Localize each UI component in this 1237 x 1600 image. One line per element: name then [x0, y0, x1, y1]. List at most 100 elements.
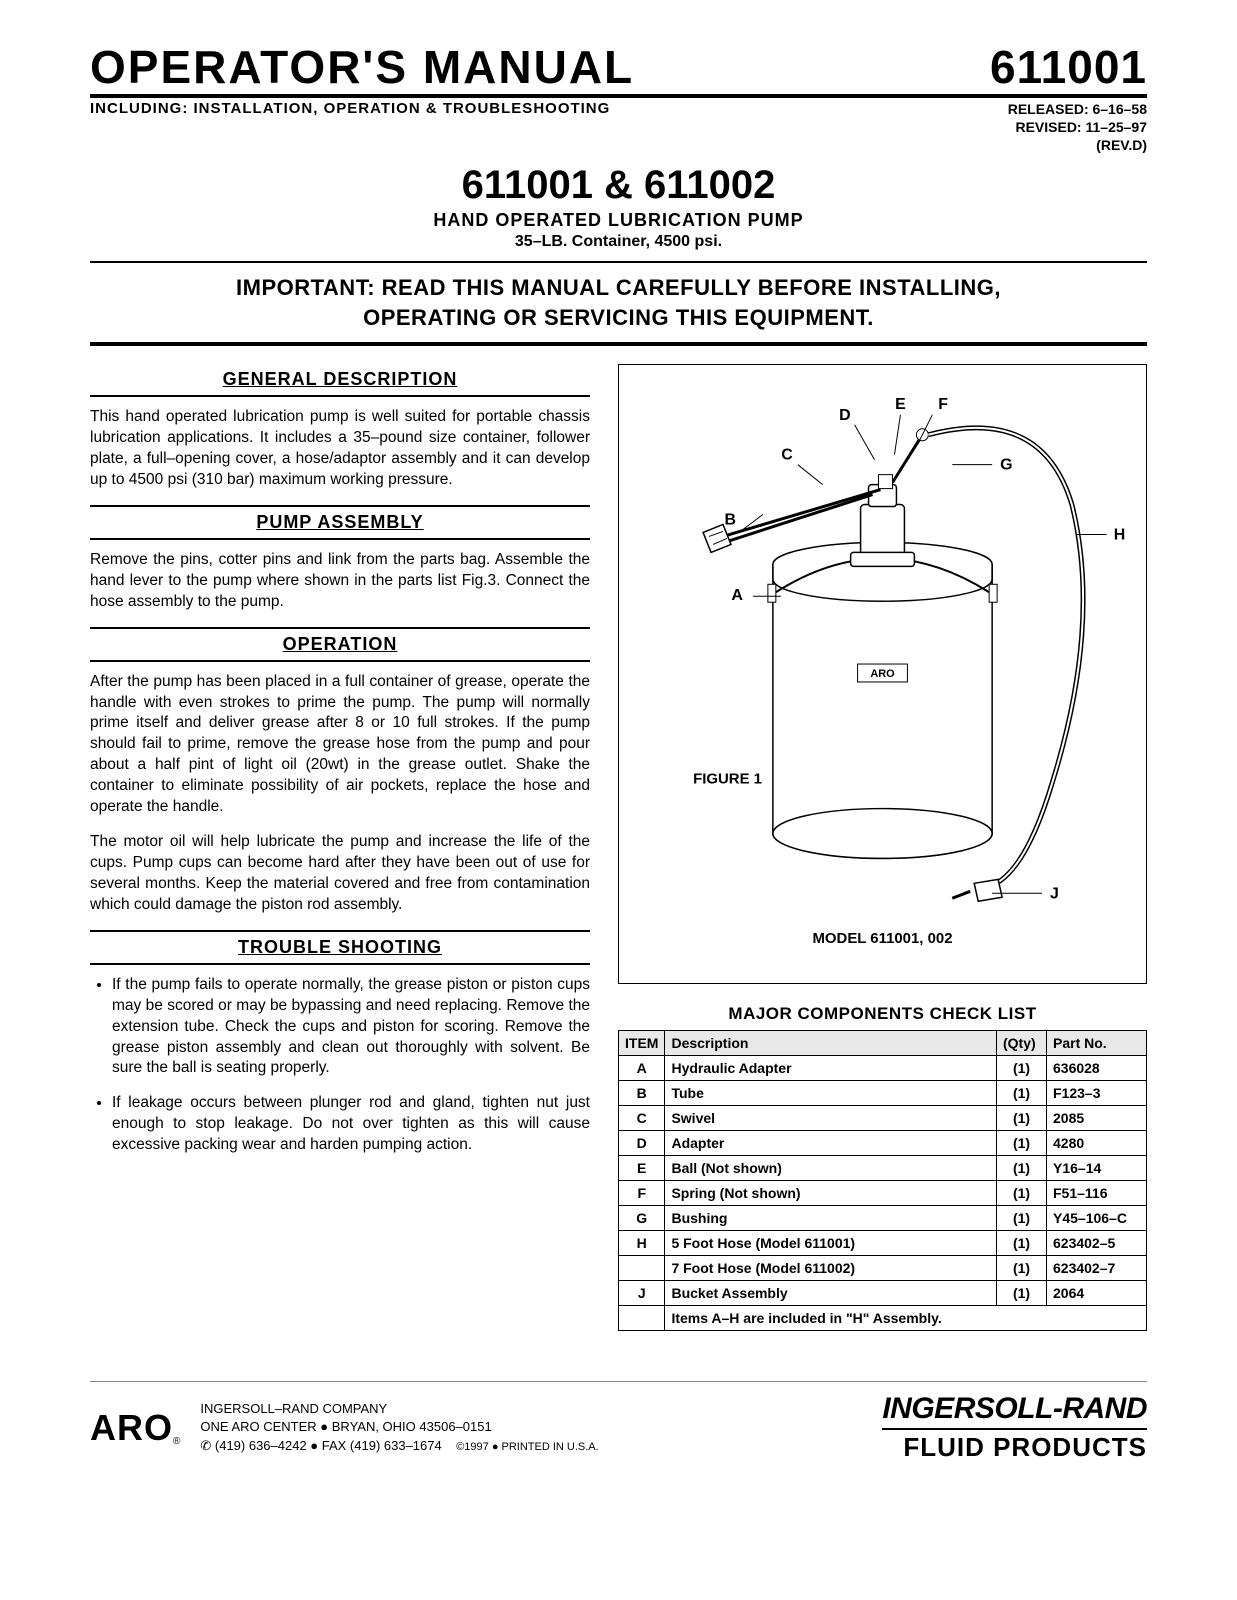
section-head-operation: OPERATION [90, 627, 590, 662]
svg-text:H: H [1114, 527, 1126, 544]
col-qty: (Qty) [997, 1031, 1047, 1056]
svg-text:J: J [1050, 885, 1059, 902]
cell-item: J [619, 1281, 665, 1306]
table-row: DAdapter(1)4280 [619, 1131, 1147, 1156]
two-column-layout: GENERAL DESCRIPTION This hand operated l… [90, 364, 1147, 1331]
section-head-trouble: TROUBLE SHOOTING [90, 930, 590, 965]
cell-part: 623402–5 [1047, 1231, 1147, 1256]
company-addr: ONE ARO CENTER ● BRYAN, OHIO 43506–0151 [200, 1418, 598, 1436]
cell-desc: Swivel [665, 1106, 997, 1131]
cell-item: H [619, 1231, 665, 1256]
trouble-list: If the pump fails to operate normally, t… [90, 975, 590, 1156]
assembly-text: Remove the pins, cotter pins and link fr… [90, 550, 590, 613]
page: OPERATOR'S MANUAL 611001 INCLUDING: INST… [0, 0, 1237, 1503]
cell-part: 2064 [1047, 1281, 1147, 1306]
checklist-footnote: Items A–H are included in "H" Assembly. [665, 1306, 1147, 1331]
header-row: OPERATOR'S MANUAL 611001 [90, 40, 1147, 98]
figure-1: ARO A B C D E F [618, 364, 1147, 984]
table-row: JBucket Assembly(1)2064 [619, 1281, 1147, 1306]
cell-desc: Ball (Not shown) [665, 1156, 997, 1181]
cell-desc: 7 Foot Hose (Model 611002) [665, 1256, 997, 1281]
svg-text:D: D [839, 407, 851, 424]
footer-address: INGERSOLL–RAND COMPANY ONE ARO CENTER ● … [200, 1400, 598, 1455]
svg-text:MODEL 611001, 002: MODEL 611001, 002 [812, 930, 952, 947]
svg-text:A: A [731, 587, 743, 604]
section-head-general: GENERAL DESCRIPTION [90, 364, 590, 397]
cell-item: D [619, 1131, 665, 1156]
including-text: INCLUDING: INSTALLATION, OPERATION & TRO… [90, 100, 610, 117]
table-row: 7 Foot Hose (Model 611002)(1)623402–7 [619, 1256, 1147, 1281]
cell-item: C [619, 1106, 665, 1131]
footer-right: INGERSOLL-RAND FLUID PRODUCTS [882, 1392, 1147, 1463]
cell-desc: Spring (Not shown) [665, 1181, 997, 1206]
product-spec: 35–LB. Container, 4500 psi. [90, 233, 1147, 251]
cell-qty: (1) [997, 1156, 1047, 1181]
released-date: RELEASED: 6–16–58 [1008, 100, 1147, 118]
cell-qty: (1) [997, 1281, 1047, 1306]
svg-text:FIGURE 1: FIGURE 1 [693, 771, 762, 788]
table-row: CSwivel(1)2085 [619, 1106, 1147, 1131]
cell-desc: Adapter [665, 1131, 997, 1156]
svg-text:E: E [895, 396, 906, 413]
checklist-table: ITEM Description (Qty) Part No. AHydraul… [618, 1030, 1147, 1331]
product-models: 611001 & 611002 [90, 163, 1147, 208]
col-item: ITEM [619, 1031, 665, 1056]
footer: ARO® INGERSOLL–RAND COMPANY ONE ARO CENT… [90, 1381, 1147, 1463]
cell-desc: 5 Foot Hose (Model 611001) [665, 1231, 997, 1256]
svg-text:G: G [1000, 457, 1012, 474]
footer-left: ARO® INGERSOLL–RAND COMPANY ONE ARO CENT… [90, 1400, 599, 1455]
cell-qty: (1) [997, 1106, 1047, 1131]
col-desc: Description [665, 1031, 997, 1056]
section-head-assembly: PUMP ASSEMBLY [90, 505, 590, 540]
cell-part: F51–116 [1047, 1181, 1147, 1206]
cell-qty: (1) [997, 1181, 1047, 1206]
cell-item [619, 1256, 665, 1281]
cell-desc: Tube [665, 1081, 997, 1106]
table-footnote-row: Items A–H are included in "H" Assembly. [619, 1306, 1147, 1331]
cell-qty: (1) [997, 1131, 1047, 1156]
cell-item: F [619, 1181, 665, 1206]
doc-number: 611001 [990, 40, 1147, 94]
divider [90, 261, 1147, 263]
trouble-item: If leakage occurs between plunger rod an… [112, 1093, 590, 1156]
aro-logo: ARO® [90, 1407, 180, 1449]
pump-diagram: ARO A B C D E F [619, 365, 1146, 983]
divider [90, 342, 1147, 346]
table-row: AHydraulic Adapter(1)636028 [619, 1056, 1147, 1081]
table-header-row: ITEM Description (Qty) Part No. [619, 1031, 1147, 1056]
cell-item: B [619, 1081, 665, 1106]
table-row: BTube(1)F123–3 [619, 1081, 1147, 1106]
right-column: ARO A B C D E F [618, 364, 1147, 1331]
header-sub-row: INCLUDING: INSTALLATION, OPERATION & TRO… [90, 100, 1147, 155]
cell-qty: (1) [997, 1231, 1047, 1256]
cell-item: A [619, 1056, 665, 1081]
general-text: This hand operated lubrication pump is w… [90, 407, 590, 491]
manual-title: OPERATOR'S MANUAL [90, 40, 634, 94]
cell-part: 4280 [1047, 1131, 1147, 1156]
trouble-item: If the pump fails to operate normally, t… [112, 975, 590, 1080]
cell-desc: Hydraulic Adapter [665, 1056, 997, 1081]
fluid-products-text: FLUID PRODUCTS [903, 1432, 1147, 1462]
operation-p2: The motor oil will help lubricate the pu… [90, 832, 590, 916]
table-row: FSpring (Not shown)(1)F51–116 [619, 1181, 1147, 1206]
cell-part: F123–3 [1047, 1081, 1147, 1106]
table-row: GBushing(1)Y45–106–C [619, 1206, 1147, 1231]
table-row: EBall (Not shown)(1)Y16–14 [619, 1156, 1147, 1181]
important-line2: OPERATING OR SERVICING THIS EQUIPMENT. [363, 305, 874, 330]
table-row: H5 Foot Hose (Model 611001)(1)623402–5 [619, 1231, 1147, 1256]
svg-text:F: F [938, 396, 948, 413]
svg-text:ARO: ARO [870, 668, 895, 680]
header-meta: RELEASED: 6–16–58 REVISED: 11–25–97 (REV… [1008, 100, 1147, 155]
important-line1: IMPORTANT: READ THIS MANUAL CAREFULLY BE… [236, 275, 1001, 300]
revised-date: REVISED: 11–25–97 [1008, 118, 1147, 136]
cell-part: 636028 [1047, 1056, 1147, 1081]
cell-desc: Bucket Assembly [665, 1281, 997, 1306]
cell-part: 2085 [1047, 1106, 1147, 1131]
ingersoll-rand-logo: INGERSOLL-RAND [882, 1392, 1147, 1430]
cell-desc: Bushing [665, 1206, 997, 1231]
cell-part: Y45–106–C [1047, 1206, 1147, 1231]
cell-qty: (1) [997, 1056, 1047, 1081]
cell-qty: (1) [997, 1206, 1047, 1231]
cell-part: Y16–14 [1047, 1156, 1147, 1181]
col-part: Part No. [1047, 1031, 1147, 1056]
